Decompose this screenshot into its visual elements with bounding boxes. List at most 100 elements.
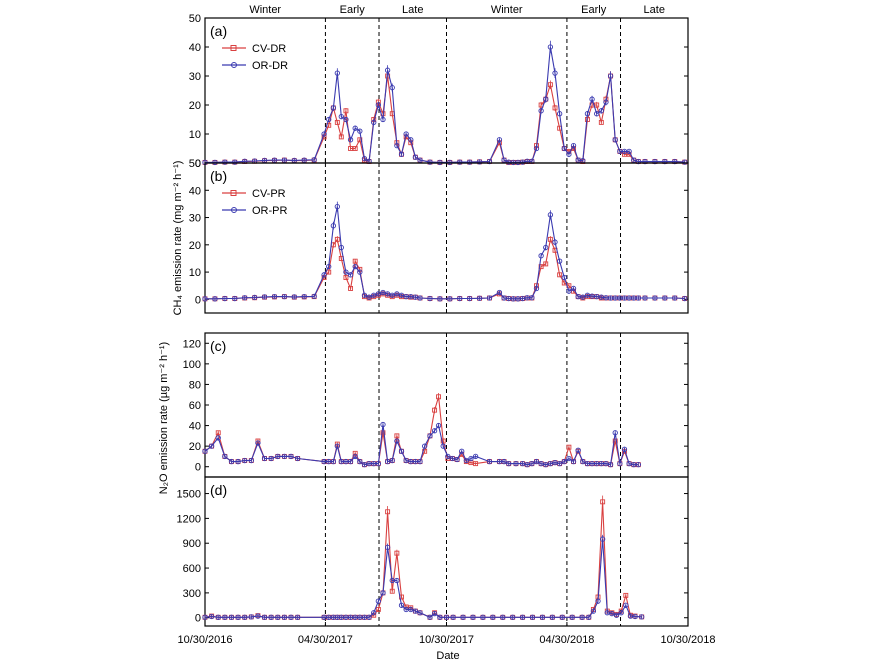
period-label: Early xyxy=(581,4,607,16)
data-point xyxy=(459,448,465,454)
data-point xyxy=(570,142,577,149)
data-point xyxy=(506,460,512,467)
y-tick-label: 10 xyxy=(189,267,201,279)
data-point xyxy=(232,295,238,302)
data-point xyxy=(202,296,208,302)
data-point xyxy=(343,275,349,280)
data-point xyxy=(408,137,414,143)
data-point xyxy=(617,460,623,467)
legend-entry: CV-DR xyxy=(222,43,286,55)
data-point xyxy=(427,159,433,165)
legend-marker xyxy=(230,190,237,196)
data-point xyxy=(348,146,354,151)
data-point xyxy=(268,455,274,462)
x-tick-label: 10/30/2016 xyxy=(177,634,232,646)
y-tick-label: 30 xyxy=(189,213,201,225)
data-point xyxy=(271,293,278,300)
data-point xyxy=(635,158,642,165)
data-point xyxy=(510,614,516,620)
data-point xyxy=(435,422,442,429)
data-point xyxy=(533,145,540,152)
data-point xyxy=(281,614,288,620)
y-tick-label: 100 xyxy=(183,359,201,371)
data-point xyxy=(476,159,483,165)
data-point xyxy=(556,258,563,264)
data-point xyxy=(472,453,479,460)
y-tick-label: 50 xyxy=(189,13,201,25)
data-point xyxy=(566,288,572,294)
data-point xyxy=(403,131,409,137)
data-point xyxy=(486,295,493,301)
data-point xyxy=(281,293,288,300)
panel-letter: (a) xyxy=(210,23,227,39)
y-tick-label: 900 xyxy=(183,538,201,550)
data-point xyxy=(590,608,597,614)
data-point xyxy=(486,158,493,165)
data-point xyxy=(343,108,349,114)
data-point xyxy=(347,272,354,278)
data-point xyxy=(443,614,450,620)
data-point xyxy=(255,613,261,619)
data-point xyxy=(288,453,294,460)
data-point xyxy=(533,458,540,465)
legend-label: OR-DR xyxy=(252,60,288,72)
data-point xyxy=(547,44,554,50)
n2o-y-axis-label: N₂O emission rate (µg m⁻² h⁻¹) xyxy=(158,342,170,494)
data-point xyxy=(467,159,473,165)
data-point xyxy=(334,119,340,125)
data-point xyxy=(490,614,496,620)
data-point xyxy=(580,458,586,465)
data-point xyxy=(529,295,535,301)
data-point xyxy=(361,155,368,162)
x-axis-label: Date xyxy=(436,650,459,662)
y-tick-label: 20 xyxy=(189,100,201,112)
data-point xyxy=(501,458,507,465)
panel-letter: (c) xyxy=(210,338,226,354)
data-point xyxy=(603,99,609,105)
data-point xyxy=(612,137,618,143)
data-point xyxy=(412,154,419,160)
data-point xyxy=(437,614,443,620)
data-point xyxy=(513,460,519,467)
data-point xyxy=(271,157,278,163)
data-point xyxy=(639,614,645,620)
data-point xyxy=(375,606,381,612)
data-point xyxy=(632,613,638,620)
y-tick-label: 40 xyxy=(189,421,201,433)
period-label: Late xyxy=(644,4,665,16)
series-or xyxy=(202,421,642,468)
data-point xyxy=(538,253,544,259)
data-point xyxy=(552,239,558,245)
data-point xyxy=(352,263,358,270)
panel-4: 0 300 600 900 1200 1500 (d) xyxy=(177,476,689,627)
data-point xyxy=(635,295,642,301)
data-point xyxy=(394,438,400,444)
data-point xyxy=(457,295,463,302)
y-tick-label: 40 xyxy=(189,185,201,197)
y-tick-label: 120 xyxy=(183,338,201,350)
y-tick-label: 600 xyxy=(183,563,201,575)
data-point xyxy=(652,158,658,165)
data-point xyxy=(570,458,577,465)
data-point xyxy=(261,294,268,300)
data-point xyxy=(470,614,476,620)
data-point xyxy=(242,457,248,464)
data-point xyxy=(672,158,678,165)
data-point xyxy=(330,458,337,465)
x-tick-label: 10/30/2017 xyxy=(419,634,474,646)
series-line xyxy=(205,206,685,300)
data-point xyxy=(552,70,558,76)
y-tick-label: 10 xyxy=(189,129,201,141)
y-tick-label: 20 xyxy=(189,240,201,252)
data-point xyxy=(559,614,565,620)
data-point xyxy=(570,285,577,292)
data-point xyxy=(579,614,585,620)
data-point xyxy=(242,295,248,301)
data-point xyxy=(215,614,221,620)
data-point xyxy=(394,577,400,584)
data-point xyxy=(208,613,215,620)
y-tick-label: 50 xyxy=(189,158,201,170)
data-point xyxy=(642,158,648,165)
series-line xyxy=(204,501,642,618)
